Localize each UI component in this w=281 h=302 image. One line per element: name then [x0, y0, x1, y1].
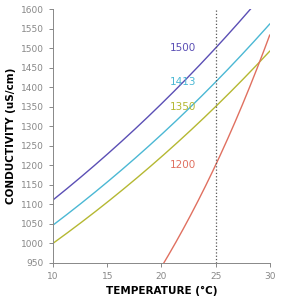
Text: 1200: 1200 — [170, 160, 196, 170]
X-axis label: TEMPERATURE (°C): TEMPERATURE (°C) — [106, 286, 217, 297]
Text: 1500: 1500 — [170, 43, 196, 53]
Text: 1413: 1413 — [169, 77, 196, 87]
Text: 1350: 1350 — [170, 102, 196, 112]
Y-axis label: CONDUCTIVITY (uS/cm): CONDUCTIVITY (uS/cm) — [6, 68, 15, 204]
